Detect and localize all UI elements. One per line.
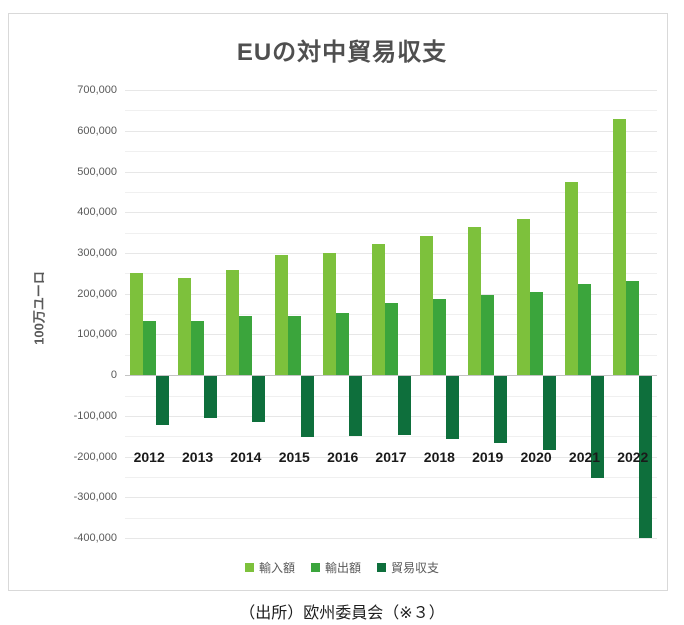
bar-exports-2017 bbox=[384, 303, 398, 376]
gridline bbox=[125, 436, 657, 438]
bar-balance-2022 bbox=[639, 376, 653, 538]
bar-exports-2020 bbox=[529, 292, 543, 376]
legend-item-imports: 輸入額 bbox=[244, 559, 295, 576]
gridline bbox=[125, 293, 657, 295]
plot-area: 2012 2013 2014 2015 2016 2017 2018 2019 2020 2021… bbox=[125, 90, 657, 539]
bar-imports-2014 bbox=[226, 270, 240, 376]
y-axis-tick-label: -200,000 bbox=[73, 450, 117, 463]
bar-balance-2013 bbox=[204, 376, 217, 419]
x-axis-label-2016: 2016 bbox=[327, 449, 359, 465]
legend-label-imports: 輸入額 bbox=[258, 561, 295, 575]
gridline bbox=[125, 476, 657, 478]
gridline bbox=[125, 273, 657, 275]
y-axis-tick-label: 200,000 bbox=[77, 287, 117, 300]
gridline bbox=[125, 497, 657, 499]
gridline bbox=[125, 538, 657, 539]
legend-label-balance: 貿易収支 bbox=[391, 561, 440, 575]
bar-exports-2014 bbox=[239, 316, 253, 376]
bar-exports-2018 bbox=[432, 298, 446, 376]
bar-exports-2022 bbox=[626, 281, 640, 376]
bar-exports-2021 bbox=[578, 284, 591, 376]
gridline bbox=[125, 517, 657, 519]
chart-frame bbox=[8, 13, 668, 591]
bar-exports-2016 bbox=[336, 312, 350, 376]
y-axis-tick-label: 400,000 bbox=[77, 206, 117, 219]
legend-label-exports: 輸出額 bbox=[324, 561, 361, 575]
bar-imports-2019 bbox=[468, 227, 482, 376]
y-axis-tick-label: 0 bbox=[110, 369, 117, 382]
x-axis-label-2015: 2015 bbox=[278, 449, 310, 465]
y-axis-tick-label: 100,000 bbox=[77, 328, 117, 341]
bar-exports-2013 bbox=[191, 320, 204, 376]
bar-imports-2015 bbox=[274, 254, 288, 376]
gridline bbox=[125, 110, 657, 112]
gridline bbox=[125, 212, 657, 214]
bar-balance-2017 bbox=[397, 376, 411, 436]
bar-balance-2015 bbox=[300, 376, 314, 438]
x-axis-label-2013: 2013 bbox=[182, 449, 214, 465]
legend-swatch-balance bbox=[377, 563, 386, 572]
bar-imports-2018 bbox=[419, 235, 433, 376]
bar-imports-2012 bbox=[129, 272, 143, 376]
bar-imports-2017 bbox=[371, 243, 385, 375]
bar-balance-2020 bbox=[542, 376, 556, 450]
bar-balance-2021 bbox=[591, 376, 604, 479]
bar-balance-2019 bbox=[494, 376, 508, 444]
bar-exports-2012 bbox=[142, 321, 156, 376]
gridline bbox=[125, 171, 657, 173]
y-axis-tick-label: 500,000 bbox=[77, 165, 117, 178]
legend: 輸入額 輸出額 貿易収支 bbox=[0, 559, 684, 576]
zero-axis-line bbox=[125, 375, 657, 377]
bar-balance-2018 bbox=[445, 376, 459, 440]
gridline bbox=[125, 151, 657, 153]
gridline bbox=[125, 191, 657, 193]
bar-balance-2012 bbox=[155, 376, 169, 425]
bar-imports-2020 bbox=[516, 218, 530, 376]
legend-item-exports: 輸出額 bbox=[310, 559, 361, 576]
legend-swatch-imports bbox=[244, 563, 254, 572]
x-axis-label-2022: 2022 bbox=[617, 449, 649, 465]
y-axis-tick-label: -100,000 bbox=[73, 409, 117, 422]
x-axis-label-2021: 2021 bbox=[568, 449, 601, 465]
gridline bbox=[125, 415, 657, 417]
x-axis-label-2017: 2017 bbox=[375, 449, 407, 465]
legend-swatch-exports bbox=[310, 563, 320, 572]
x-axis-label-2020: 2020 bbox=[520, 449, 552, 465]
y-axis-tick-label: -400,000 bbox=[73, 532, 117, 544]
y-axis-tick-label: 600,000 bbox=[77, 124, 117, 137]
x-axis-label-2014: 2014 bbox=[230, 449, 262, 465]
legend-item-balance: 貿易収支 bbox=[377, 559, 439, 576]
bar-imports-2021 bbox=[565, 182, 578, 375]
y-axis-tick-label: 300,000 bbox=[77, 246, 117, 259]
bar-balance-2014 bbox=[252, 376, 266, 423]
gridline bbox=[125, 456, 657, 458]
bar-imports-2013 bbox=[178, 278, 191, 376]
bar-exports-2019 bbox=[481, 294, 495, 376]
y-axis-tick-label: -300,000 bbox=[73, 491, 117, 504]
source-caption: （出所）欧州委員会（※３） bbox=[239, 605, 445, 622]
chart-title: EUの対中貿易収支 bbox=[236, 39, 448, 66]
x-axis-label-2018: 2018 bbox=[423, 449, 455, 465]
x-axis-label-2012: 2012 bbox=[133, 449, 165, 465]
gridline bbox=[125, 395, 657, 397]
x-axis-label-2019: 2019 bbox=[472, 449, 504, 465]
gridline bbox=[125, 130, 657, 132]
bar-balance-2016 bbox=[349, 376, 363, 436]
bar-imports-2022 bbox=[613, 119, 627, 376]
y-axis-tick-label: 700,000 bbox=[77, 84, 117, 96]
bar-exports-2015 bbox=[287, 315, 301, 376]
bar-imports-2016 bbox=[323, 253, 337, 376]
gridline bbox=[125, 90, 657, 91]
gridline bbox=[125, 232, 657, 234]
gridline bbox=[125, 252, 657, 254]
